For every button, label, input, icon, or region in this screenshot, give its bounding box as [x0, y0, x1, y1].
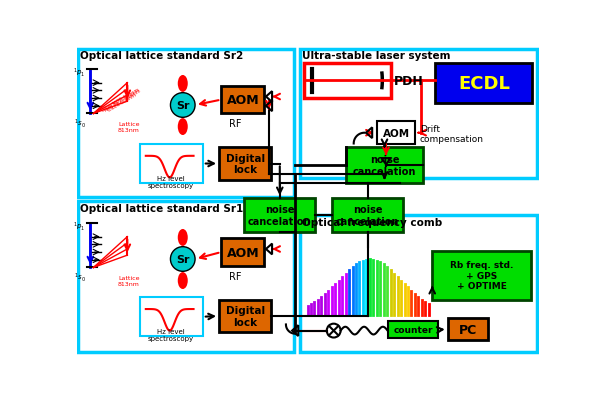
Text: Sr: Sr [176, 254, 190, 264]
Ellipse shape [178, 229, 188, 246]
Text: Lattice
813nm: Lattice 813nm [118, 122, 140, 133]
Bar [388, 322, 439, 338]
Text: Clock 698nm: Clock 698nm [107, 92, 137, 113]
Text: Digital
lock: Digital lock [226, 153, 265, 175]
Text: AOM: AOM [227, 94, 259, 107]
Text: Optical frequency comb: Optical frequency comb [302, 217, 442, 227]
Text: Lattice
813nm: Lattice 813nm [118, 275, 140, 286]
Bar [78, 202, 293, 352]
Bar [300, 50, 537, 179]
Text: PDH: PDH [394, 75, 424, 88]
Bar [448, 318, 488, 340]
Text: Red MOT 689nm: Red MOT 689nm [104, 88, 142, 113]
Ellipse shape [178, 76, 188, 93]
Text: $^1p_1$: $^1p_1$ [73, 220, 86, 233]
Text: Hz level
spectroscopy: Hz level spectroscopy [148, 328, 194, 341]
Bar [377, 122, 415, 145]
Bar [244, 198, 315, 233]
Bar [332, 198, 403, 233]
Text: $^1s_0$: $^1s_0$ [74, 117, 86, 130]
Bar [219, 300, 271, 332]
Text: $^1s_0$: $^1s_0$ [74, 271, 86, 284]
Text: Ultra-stable laser system: Ultra-stable laser system [302, 51, 451, 61]
Text: noise
cancelation: noise cancelation [336, 205, 399, 226]
Bar [221, 87, 265, 114]
Text: Digital
lock: Digital lock [226, 306, 265, 327]
Text: counter: counter [393, 326, 433, 334]
Text: PC: PC [458, 323, 477, 336]
Circle shape [170, 93, 195, 118]
Ellipse shape [178, 272, 188, 289]
Bar [78, 50, 293, 198]
Text: Sr: Sr [176, 101, 190, 111]
Ellipse shape [178, 119, 188, 136]
Text: AOM: AOM [227, 246, 259, 259]
Bar [436, 63, 532, 103]
Text: ECDL: ECDL [458, 75, 510, 92]
Text: noise
cancelation: noise cancelation [248, 205, 311, 226]
Bar [304, 63, 391, 99]
Text: Blue MOT 461nm: Blue MOT 461nm [101, 87, 140, 113]
Text: Rb freq. std.
+ GPS
+ OPTIME: Rb freq. std. + GPS + OPTIME [450, 261, 513, 290]
Bar [346, 148, 423, 183]
Text: AOM: AOM [382, 128, 410, 138]
Text: RF: RF [229, 119, 241, 129]
Bar [140, 298, 203, 336]
Circle shape [327, 324, 341, 338]
Bar [300, 216, 537, 352]
Text: $^1p_1$: $^1p_1$ [73, 67, 86, 79]
Text: Optical lattice standard Sr1: Optical lattice standard Sr1 [80, 203, 244, 213]
Bar [432, 251, 531, 300]
Bar [219, 148, 271, 180]
Bar [221, 239, 265, 266]
Text: Drift
compensation: Drift compensation [420, 124, 484, 144]
Text: RF: RF [229, 271, 241, 281]
Bar [140, 145, 203, 183]
Circle shape [170, 247, 195, 271]
Text: noise
cancelation: noise cancelation [353, 155, 416, 176]
Text: Hz level
spectroscopy: Hz level spectroscopy [148, 176, 194, 188]
Text: Optical lattice standard Sr2: Optical lattice standard Sr2 [80, 51, 244, 61]
